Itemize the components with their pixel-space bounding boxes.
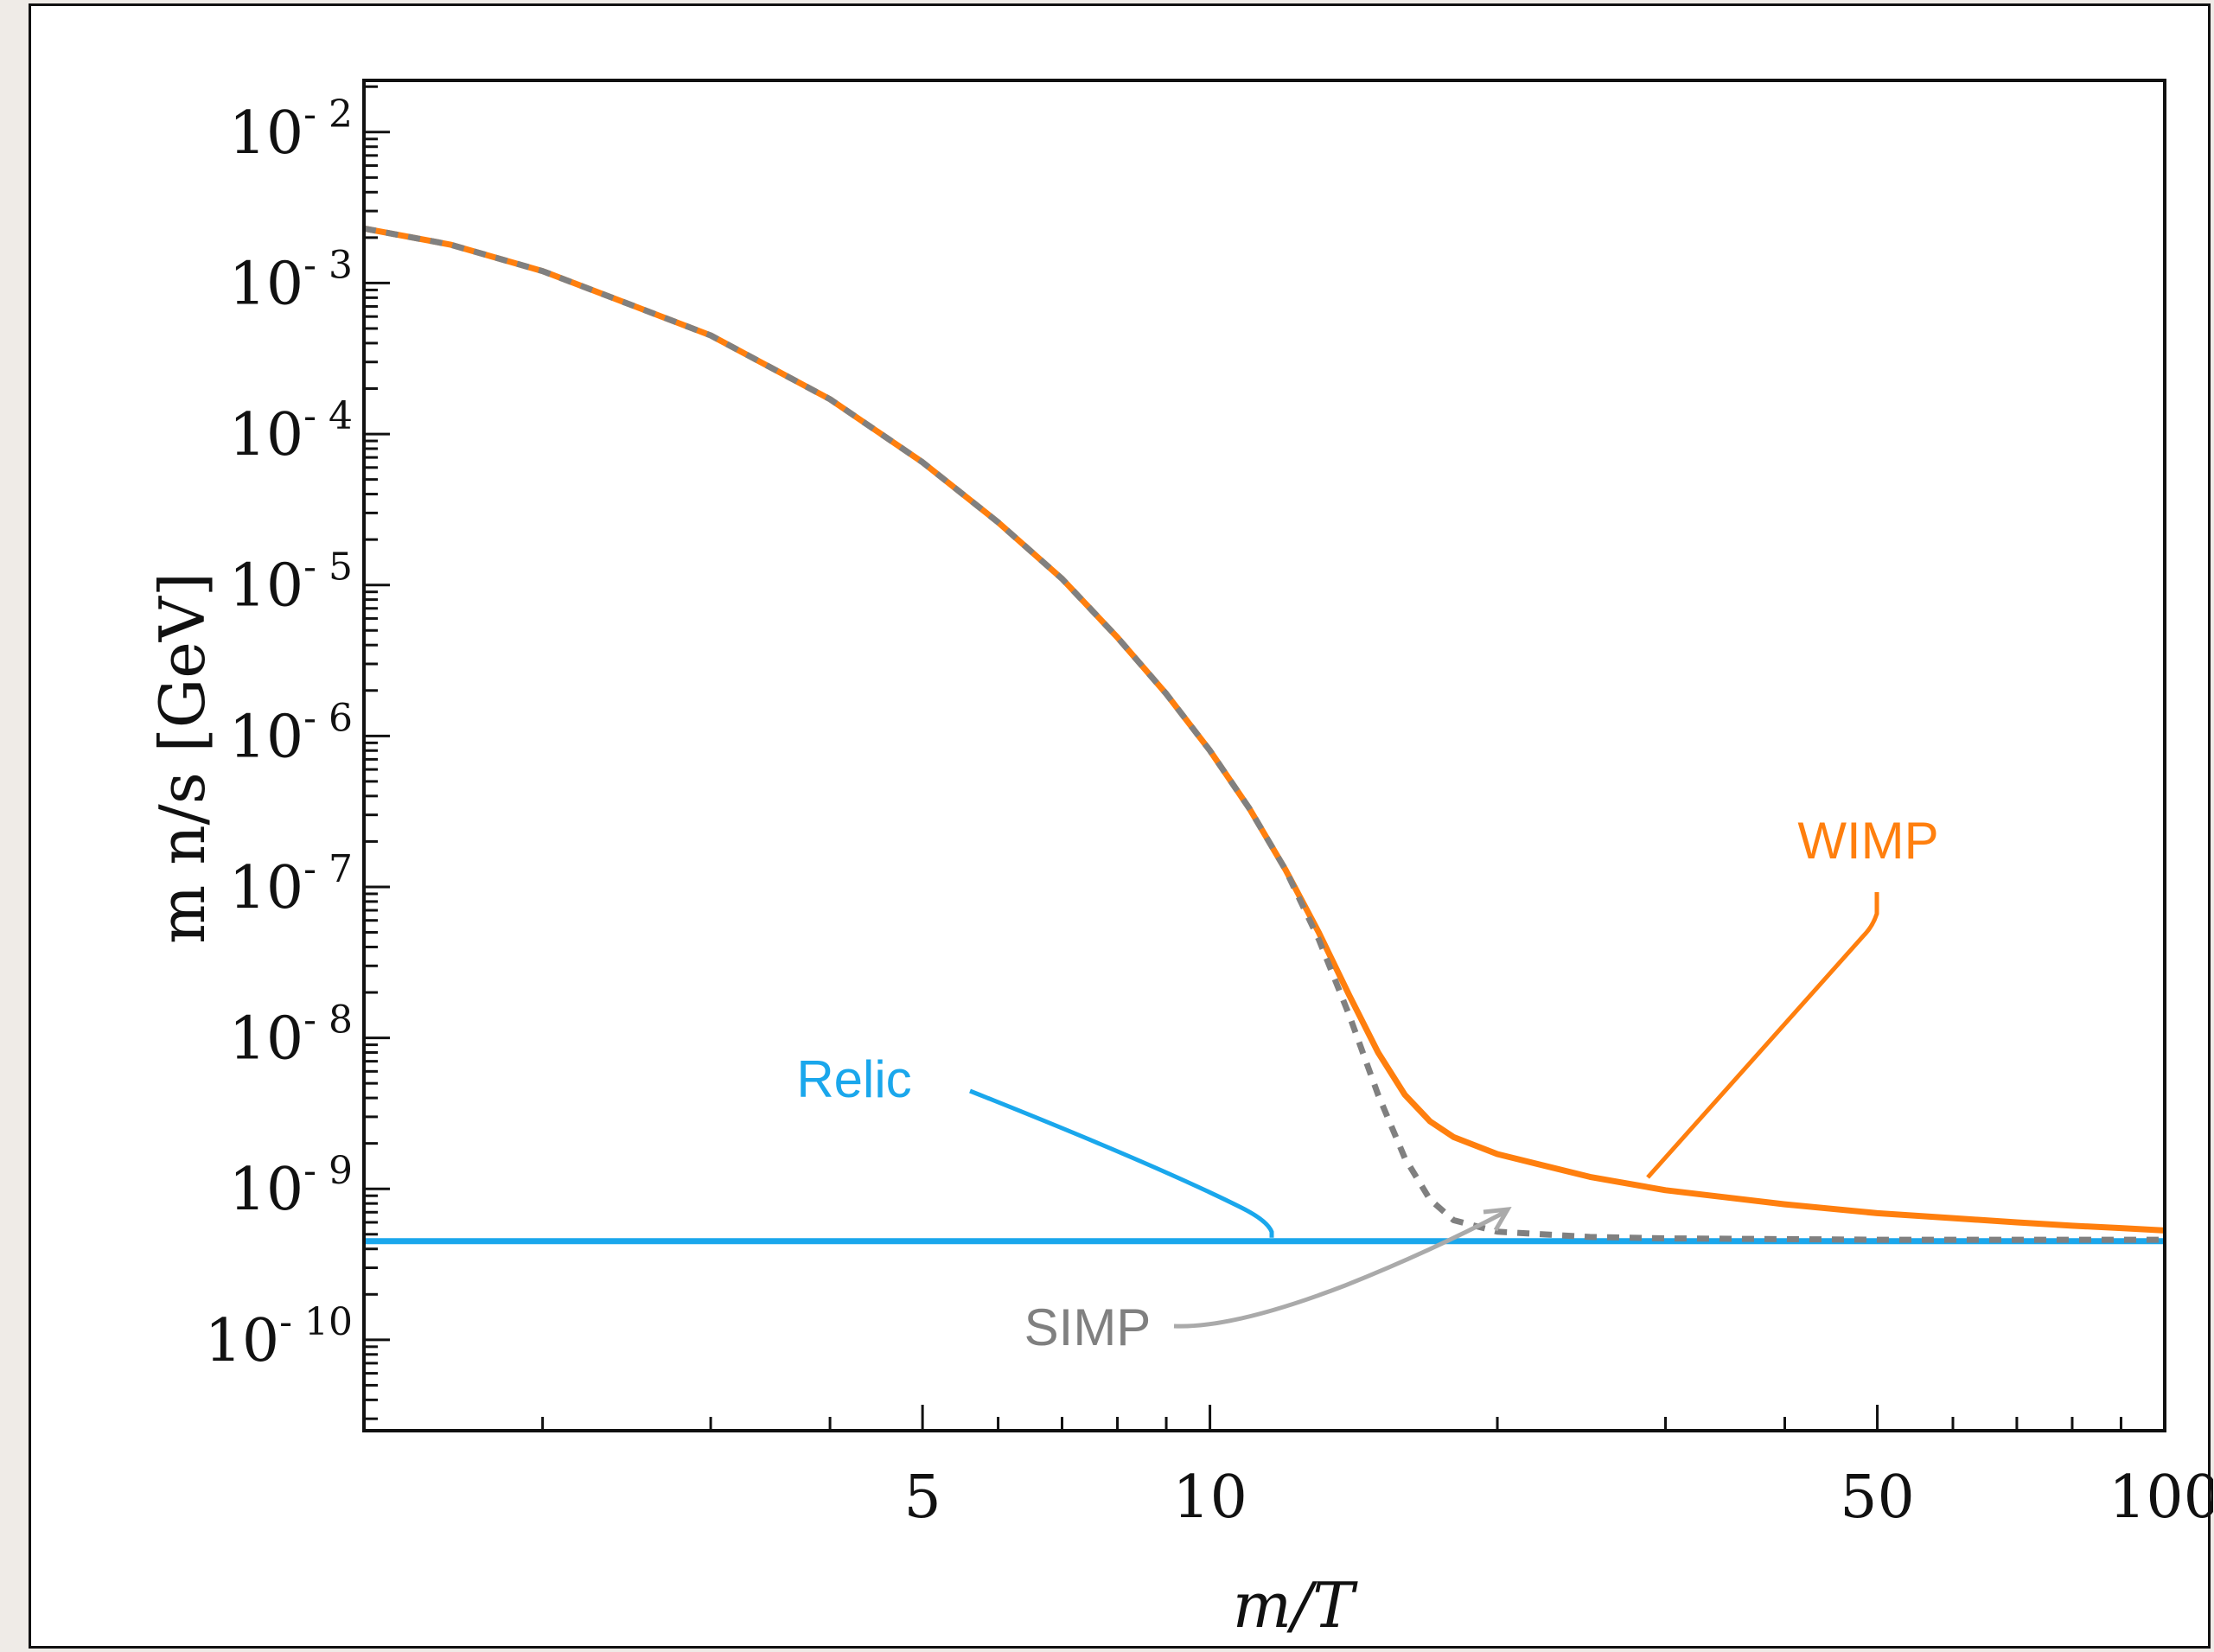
chart: 5 10 50 100 10- 210- 310- 410- 510- 610- 71… <box>146 79 2213 1642</box>
annotation-wimp: WIMP <box>1797 812 1938 870</box>
y-axis-label: m n/s [GeV] <box>146 572 219 944</box>
y-tick-label: 10- 3 <box>229 243 353 318</box>
leader-simp <box>1173 1209 1507 1329</box>
y-tick-label: 10- 2 <box>229 92 353 168</box>
annotation-simp: SIMP <box>1024 1298 1152 1356</box>
y-tick-label: 10- 8 <box>229 998 353 1074</box>
series-line-wimp <box>363 225 2166 1234</box>
tick-marks <box>364 85 2166 1431</box>
y-tick-label: 10- 7 <box>229 847 353 922</box>
y-tick-label: 10- 5 <box>229 545 353 621</box>
x-axis-label: m/T <box>1233 1569 1359 1642</box>
x-tick-label: 10 <box>1172 1464 1247 1532</box>
x-tick-label: 5 <box>903 1464 941 1532</box>
y-tick-label: 10- 10 <box>205 1300 353 1375</box>
x-tick-label: 50 <box>1840 1464 1915 1532</box>
series-line-simp <box>363 225 2165 1243</box>
leader-relic <box>969 1088 1274 1238</box>
plot-area-frame <box>362 79 2166 1432</box>
annotation-leaders <box>969 892 1879 1329</box>
leader-simp-arrowhead <box>1483 1206 1512 1232</box>
leader-wimp <box>1646 892 1879 1179</box>
y-tick-labels: 10- 2 10- 3 10- 4 10- 5 10- 6 10- 7 10- 8 10- 9… <box>205 92 353 1375</box>
x-tick-label: 100 <box>2109 1464 2213 1532</box>
y-tick-label: 10- 4 <box>229 394 353 469</box>
annotation-relic: Relic <box>796 1050 911 1108</box>
y-tick-label: 10- 9 <box>229 1149 353 1224</box>
y-tick-label: 10- 6 <box>229 696 353 771</box>
x-tick-labels: 5 10 50 100 <box>903 1464 2213 1532</box>
curves-layer <box>363 225 2166 1245</box>
